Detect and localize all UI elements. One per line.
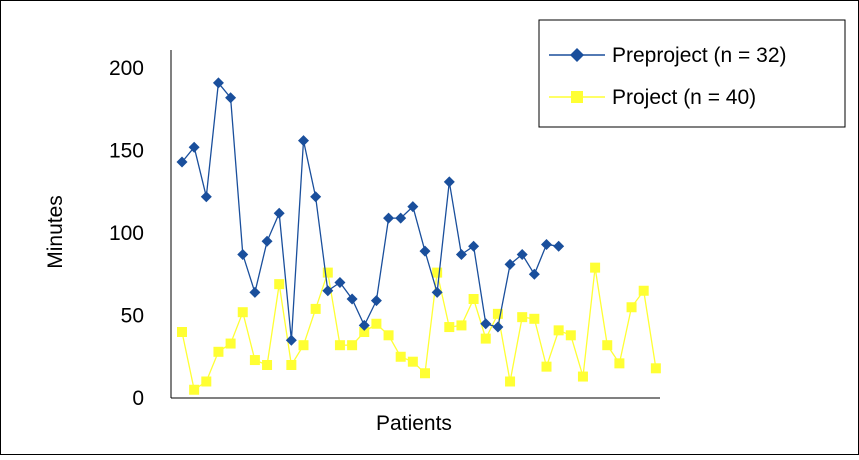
data-point-square — [225, 338, 236, 349]
data-point-square — [262, 360, 273, 370]
data-point-diamond — [455, 248, 467, 260]
legend-marker-preproject — [570, 48, 584, 62]
data-point-diamond — [443, 176, 455, 188]
data-point-square — [334, 340, 345, 351]
data-point-diamond — [212, 77, 224, 89]
data-point-diamond — [395, 212, 407, 224]
data-point-diamond — [504, 258, 516, 270]
data-point-diamond — [225, 92, 237, 104]
data-point-square — [590, 262, 601, 273]
data-point-diamond — [553, 240, 565, 252]
data-point-square — [541, 361, 552, 372]
data-point-diamond — [261, 235, 273, 247]
data-point-square — [517, 312, 528, 323]
data-point-square — [577, 371, 588, 382]
data-point-diamond — [358, 319, 370, 331]
series-line — [181, 267, 657, 391]
data-point-diamond — [370, 295, 382, 307]
data-point-square — [274, 279, 285, 290]
data-point-diamond — [285, 334, 297, 346]
y-tick-label: 100 — [109, 222, 144, 245]
data-point-square — [626, 302, 637, 313]
y-tick-label: 200 — [109, 57, 144, 80]
legend-marker-project — [571, 91, 583, 103]
data-point-diamond — [273, 207, 285, 219]
data-point-square — [432, 267, 443, 278]
data-point-diamond — [419, 245, 431, 257]
data-point-diamond — [541, 239, 552, 251]
data-point-square — [347, 340, 358, 351]
data-point-diamond — [346, 293, 358, 305]
data-point-diamond — [407, 201, 419, 213]
data-point-square — [468, 294, 479, 304]
y-tick-label: 0 — [132, 387, 144, 410]
data-point-square — [310, 303, 321, 314]
data-point-square — [383, 330, 394, 341]
data-point-diamond — [468, 240, 480, 252]
data-point-square — [189, 384, 200, 395]
data-point-square — [529, 313, 540, 324]
data-point-square — [456, 320, 467, 331]
legend-label-project: Project (n = 40) — [612, 86, 756, 109]
data-point-square — [359, 327, 370, 337]
data-point-square — [638, 285, 649, 296]
data-point-square — [237, 307, 248, 318]
data-point-square — [420, 368, 430, 379]
data-point-square — [298, 340, 309, 351]
data-point-square — [177, 327, 187, 337]
series-layer — [176, 77, 661, 395]
data-point-diamond — [176, 156, 188, 168]
data-point-diamond — [528, 268, 540, 280]
data-point-square — [371, 318, 382, 329]
y-tick-label: 150 — [109, 140, 144, 163]
data-point-square — [322, 267, 333, 278]
data-point-square — [249, 355, 260, 366]
data-point-diamond — [431, 286, 443, 298]
y-tick-labels: 0 50 100 150 200 — [109, 57, 144, 410]
data-point-diamond — [322, 285, 334, 297]
data-point-square — [565, 330, 576, 341]
legend-box — [538, 19, 846, 128]
data-point-square — [286, 360, 297, 370]
data-point-diamond — [492, 321, 504, 333]
data-point-square — [407, 356, 418, 367]
data-point-diamond — [249, 286, 261, 298]
data-point-square — [492, 308, 503, 319]
data-point-diamond — [334, 277, 346, 288]
series-project — [177, 262, 661, 395]
data-point-square — [201, 376, 212, 387]
data-point-diamond — [310, 191, 322, 203]
data-point-square — [505, 376, 516, 387]
series-preproject — [176, 77, 565, 346]
data-point-diamond — [237, 248, 249, 260]
data-point-diamond — [516, 248, 528, 260]
data-point-diamond — [188, 141, 200, 153]
data-point-square — [480, 333, 491, 344]
data-point-square — [614, 358, 625, 369]
y-axis-label: Minutes — [44, 195, 67, 269]
y-tick-label: 50 — [121, 305, 144, 328]
data-point-diamond — [383, 212, 395, 224]
data-point-square — [553, 325, 564, 336]
data-point-square — [602, 340, 613, 351]
data-point-square — [650, 363, 661, 374]
legend-label-preproject: Preproject (n = 32) — [612, 44, 787, 67]
data-point-diamond — [200, 191, 212, 203]
x-axis-label: Patients — [376, 412, 452, 435]
data-point-diamond — [480, 318, 492, 330]
data-point-square — [395, 351, 406, 362]
data-point-diamond — [298, 135, 309, 147]
data-point-square — [444, 322, 455, 333]
data-point-square — [213, 346, 224, 357]
legend: Preproject (n = 32) Project (n = 40) — [538, 19, 846, 128]
